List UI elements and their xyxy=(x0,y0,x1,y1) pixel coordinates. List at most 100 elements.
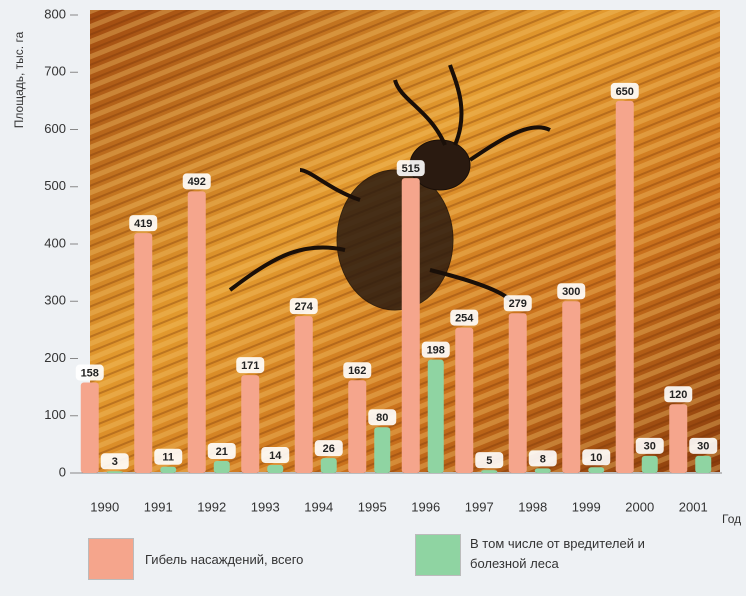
value-label-box xyxy=(182,173,211,190)
value-label-box xyxy=(343,362,372,379)
value-label-box xyxy=(314,440,343,457)
value-label: 26 xyxy=(323,443,335,455)
legend-label: В том числе от вредителей и болезной лес… xyxy=(470,536,645,571)
bar xyxy=(187,191,206,473)
value-label-box xyxy=(450,309,479,326)
y-tick-label: 200 xyxy=(44,350,66,365)
value-label-box xyxy=(261,446,290,463)
y-tick-label: 600 xyxy=(44,121,66,136)
x-tick-label: 2000 xyxy=(625,499,654,514)
bar xyxy=(241,375,260,473)
x-tick-label: 1997 xyxy=(465,499,494,514)
value-label-box xyxy=(557,283,586,300)
bar xyxy=(695,455,712,473)
bar xyxy=(320,458,337,473)
x-tick-label: 1993 xyxy=(251,499,280,514)
y-tick-label: 800 xyxy=(44,6,66,21)
y-tick-label: 700 xyxy=(44,64,66,79)
value-label-box xyxy=(528,450,557,467)
y-tick-label: 100 xyxy=(44,407,66,422)
y-tick-label: 400 xyxy=(44,235,66,250)
value-label: 162 xyxy=(348,365,366,377)
bar xyxy=(427,359,444,473)
bar xyxy=(348,380,367,473)
value-label-box xyxy=(100,453,129,470)
value-label: 3 xyxy=(112,456,118,468)
bar xyxy=(455,327,474,473)
beetle xyxy=(228,64,551,311)
bar xyxy=(615,100,634,473)
value-label: 419 xyxy=(134,218,152,230)
legend-swatch xyxy=(415,534,461,576)
value-label-box xyxy=(129,215,158,232)
bar xyxy=(160,466,177,473)
value-label-box xyxy=(75,364,104,381)
x-axis-label: Год xyxy=(722,512,741,526)
bar xyxy=(80,382,99,473)
legend-label: Гибель насаждений, всего xyxy=(145,552,304,567)
value-label: 10 xyxy=(590,452,602,464)
value-label: 30 xyxy=(644,441,656,453)
x-tick-label: 1999 xyxy=(572,499,601,514)
legend-swatch xyxy=(88,538,134,580)
value-label-box xyxy=(421,341,450,358)
x-tick-label: 1998 xyxy=(518,499,547,514)
bar xyxy=(588,467,605,473)
value-label: 11 xyxy=(162,452,174,464)
value-label: 650 xyxy=(616,86,634,98)
y-tick-label: 500 xyxy=(44,178,66,193)
x-tick-label: 2001 xyxy=(679,499,708,514)
value-label-box xyxy=(289,298,318,315)
bar xyxy=(294,316,313,473)
bar xyxy=(562,301,581,473)
value-label: 274 xyxy=(295,301,314,313)
y-tick-label: 300 xyxy=(44,293,66,308)
y-axis-label: Площадь, тыс. га xyxy=(12,31,26,128)
bar xyxy=(508,313,527,473)
value-label-box xyxy=(689,437,718,454)
x-tick-label: 1990 xyxy=(90,499,119,514)
value-label: 120 xyxy=(669,389,687,401)
value-label-box xyxy=(236,357,265,374)
y-tick-label: 0 xyxy=(59,464,66,479)
value-label: 515 xyxy=(402,163,420,175)
value-label: 300 xyxy=(562,286,580,298)
value-label: 8 xyxy=(540,453,546,465)
value-label-box xyxy=(664,386,693,403)
value-label: 492 xyxy=(188,176,206,188)
value-label: 21 xyxy=(216,446,228,458)
value-label-box xyxy=(610,82,639,99)
value-label: 5 xyxy=(486,455,492,467)
bar xyxy=(134,233,153,473)
bar xyxy=(106,471,123,473)
value-label: 158 xyxy=(81,367,99,379)
value-label-box xyxy=(582,449,611,466)
value-label-box xyxy=(503,295,532,312)
value-label-box xyxy=(368,409,397,426)
bar xyxy=(534,468,551,473)
x-tick-label: 1992 xyxy=(197,499,226,514)
value-label-box xyxy=(154,448,183,465)
value-label-box xyxy=(207,442,236,459)
bar xyxy=(401,178,420,473)
value-label-box xyxy=(635,437,664,454)
bar xyxy=(641,455,658,473)
value-label: 198 xyxy=(427,345,445,357)
value-label: 254 xyxy=(455,312,474,324)
x-tick-label: 1991 xyxy=(144,499,173,514)
bar xyxy=(374,427,391,473)
value-label: 279 xyxy=(509,298,527,310)
x-tick-label: 1996 xyxy=(411,499,440,514)
value-label: 80 xyxy=(376,412,388,424)
bar xyxy=(481,470,498,473)
x-tick-label: 1994 xyxy=(304,499,333,514)
bar xyxy=(669,404,688,473)
value-label: 30 xyxy=(697,441,709,453)
value-label-box xyxy=(396,160,425,177)
value-label: 14 xyxy=(269,450,282,462)
value-label: 171 xyxy=(241,360,259,372)
bar xyxy=(213,460,230,473)
value-label-box xyxy=(475,452,504,469)
